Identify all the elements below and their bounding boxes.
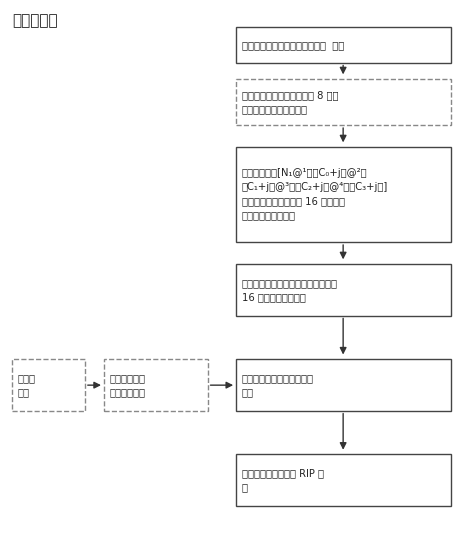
FancyBboxPatch shape xyxy=(236,79,451,125)
FancyBboxPatch shape xyxy=(236,147,451,242)
Text: 加密流程图: 加密流程图 xyxy=(12,14,58,29)
Text: 原始防伪信息（图像、文字、商  标）: 原始防伪信息（图像、文字、商 标） xyxy=(242,40,344,50)
Text: 循环查表法调制调幅网点的
形状: 循环查表法调制调幅网点的 形状 xyxy=(242,373,314,397)
Text: 连续调
图像: 连续调 图像 xyxy=(17,373,35,397)
FancyBboxPatch shape xyxy=(236,27,451,63)
FancyBboxPatch shape xyxy=(104,359,208,411)
Text: 通过位扩展和[N₁@¹、（C₀+j）@²、
（C₁+j）@³、（C₂+j）@⁴、（C₃+j）]
变参数加密运算，生成 16 位一组二
进制加密防伪信息表: 通过位扩展和[N₁@¹、（C₀+j）@²、 （C₁+j）@³、（C₂+j）@⁴、… xyxy=(242,169,388,220)
Text: 二进制加密防伪信息信道编码，生成
16 位二进制调制信号: 二进制加密防伪信息信道编码，生成 16 位二进制调制信号 xyxy=(242,277,337,302)
Text: 输出嵌入防伪信息的 RIP 文
件: 输出嵌入防伪信息的 RIP 文 件 xyxy=(242,468,324,492)
Text: 防伪信息数字化处理，生成 8 位一
组的二进制防伪信息表。: 防伪信息数字化处理，生成 8 位一 组的二进制防伪信息表。 xyxy=(242,90,338,114)
FancyBboxPatch shape xyxy=(236,454,451,506)
Text: 图像栅格化处
理、混合加网: 图像栅格化处 理、混合加网 xyxy=(110,373,145,397)
FancyBboxPatch shape xyxy=(236,264,451,316)
FancyBboxPatch shape xyxy=(236,359,451,411)
FancyBboxPatch shape xyxy=(12,359,85,411)
